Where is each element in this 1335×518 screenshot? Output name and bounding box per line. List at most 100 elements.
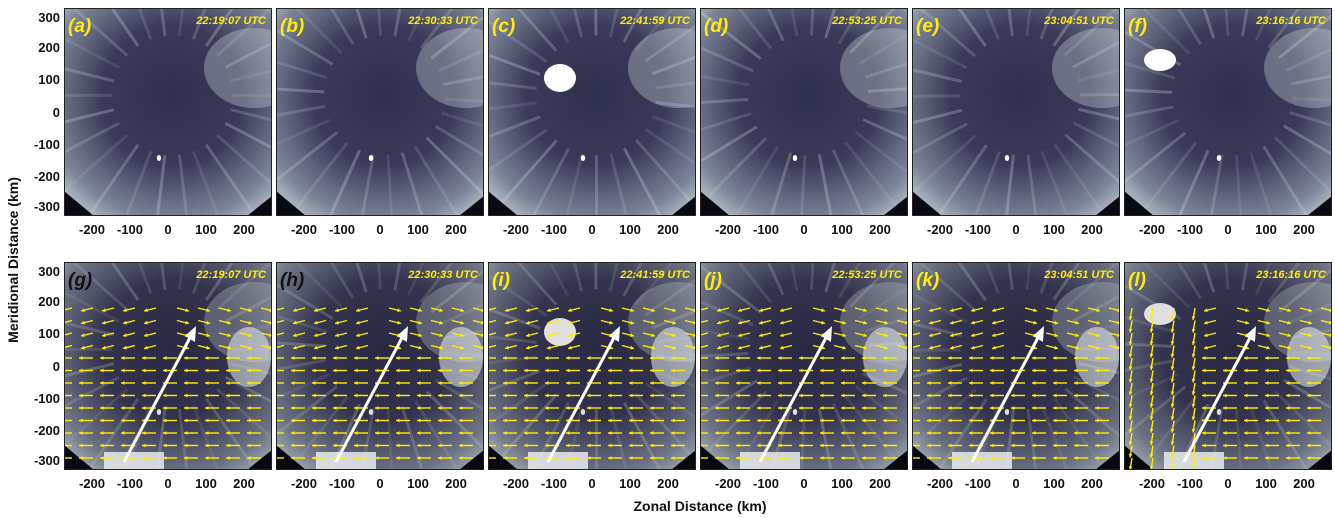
wind-vector-head [312,393,316,398]
wind-vector-head [1265,381,1269,385]
wind-vector-head [630,320,634,325]
panel-j: (j) 22:53:25 UTC [700,262,908,470]
sky-image [912,8,1120,216]
wind-vector-head [1170,453,1175,458]
wind-vector-head [524,456,528,460]
wind-vector-head [1244,381,1248,385]
wind-vector-head [396,431,400,435]
wind-vector-head [417,381,421,385]
wind-vector-head [121,406,125,410]
wind-vector-head [757,431,761,435]
wind-vector-head [396,406,400,410]
wind-vector-head [205,418,209,423]
wind-vector-head [123,308,127,313]
wind-vector-head [948,431,952,435]
wind-vector-head [291,381,295,385]
wind-vector-head [79,406,83,410]
wind-vector-head [862,368,866,373]
wind-vector [64,332,73,336]
wind-vector-head [1095,418,1099,423]
wind-vector-head [1170,366,1175,370]
wind-vector-head [1308,308,1312,313]
wind-vector-head [587,356,591,360]
wind-vector-head [312,431,316,435]
wind-vector-head [1191,328,1196,333]
wind-vector-head [524,393,528,398]
x-tick-label: 200 [657,222,679,237]
wind-vector-head [1149,416,1154,420]
wind-vector-head [841,356,845,360]
wind-vector-head [1223,456,1227,460]
wind-vector-head [969,406,973,410]
wind-vector-head [1170,378,1175,383]
wind-vector-head [545,431,549,435]
wind-vector-head [883,393,887,398]
wind-vector-head [1286,456,1290,460]
wind-vector-head [205,443,209,448]
panel-timestamp: 22:53:25 UTC [831,15,903,27]
wind-vector-head [950,333,954,338]
wind-vector-head [1191,353,1196,358]
wind-vector-head [163,368,167,373]
wind-vector-head [651,345,655,350]
bright-feature [544,64,576,92]
wind-vector-head [79,443,83,448]
wind-vector-head [314,320,318,325]
wind-vector-head [333,456,337,460]
wind-vector-head [459,356,463,360]
wind-vector-head [314,345,318,350]
wind-vector-head [1095,443,1099,448]
bright-point [792,409,798,415]
wind-vector-head [1170,441,1175,445]
wind-vector-head [1223,406,1227,410]
wind-vector-head [820,406,824,410]
wind-vector-head [417,368,421,373]
wind-vector-head [354,431,358,435]
wind-vector-head [736,393,740,398]
wind-vector-head [142,456,146,460]
wind-vector-head [102,320,106,325]
wind-vector-head [650,381,654,385]
panel-letter: (h) [280,270,304,291]
wind-vector-head [291,431,295,435]
wind-vector-head [929,320,933,325]
wind-vector-head [460,308,464,313]
wind-vector [276,319,285,324]
wind-vector-head [992,333,996,338]
wind-vector-head [757,356,761,360]
wind-vector-head [1074,418,1078,423]
wind-vector-head [1053,443,1057,448]
wind-vector-head [1307,418,1311,423]
y-axis-label-text: Meridional Distance (km) [5,177,21,343]
wind-vector-head [503,368,507,373]
wind-vector-head [883,381,887,385]
wind-vector-head [547,308,551,313]
wind-vector-head [459,443,463,448]
wind-vector-head [841,443,845,448]
wind-vector-head [650,368,654,373]
x-tick-label: 0 [1012,476,1019,491]
wind-vector-head [121,393,125,398]
wind-vector-head [226,356,230,360]
wind-vector-head [672,345,676,350]
wind-vector-head [227,320,231,325]
wind-vector-head [1149,316,1154,320]
panel-d: (d) 22:53:25 UTC [700,8,908,216]
panel-border [64,262,272,470]
wind-vector-head [226,443,230,448]
wind-vector-head [1149,366,1154,370]
wind-vector-head [738,345,742,350]
wind-vector-head [1096,320,1100,325]
x-tick-label: 0 [588,476,595,491]
wind-vector-head [1170,391,1175,395]
wind-vector [276,344,285,349]
x-tick-label: 0 [800,222,807,237]
wind-vector-head [1223,431,1227,435]
panel-timestamp: 22:19:07 UTC [195,15,267,27]
bright-point [1216,155,1222,161]
wind-vector-head [205,381,209,385]
x-tick-label: -200 [79,476,105,491]
bright-feature [1144,303,1176,325]
wind-vector-head [1011,356,1015,360]
wind-vector-head [1204,320,1208,325]
